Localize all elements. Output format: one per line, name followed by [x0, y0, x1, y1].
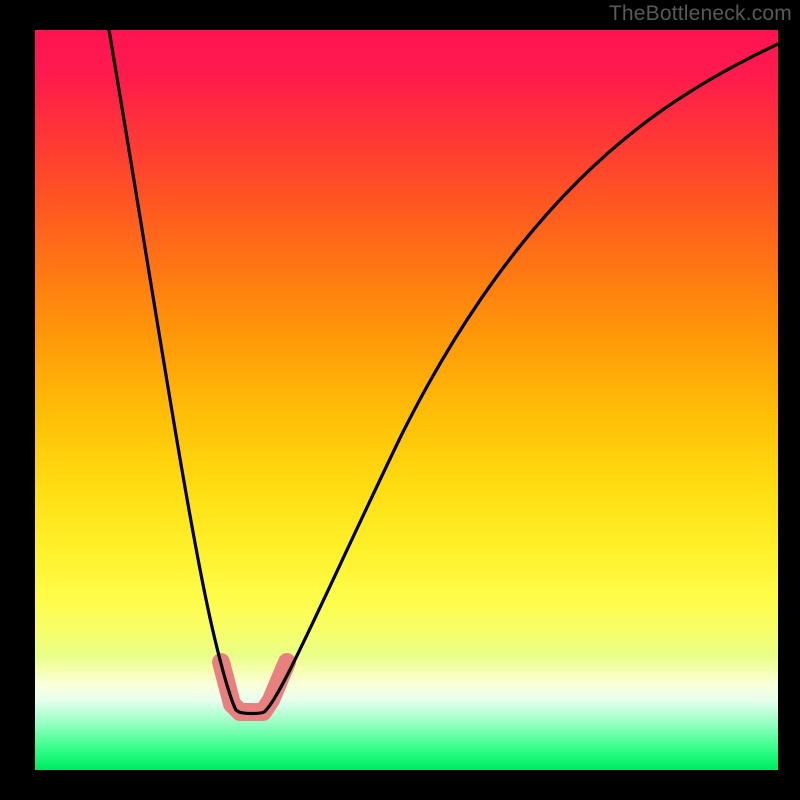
watermark-text: TheBottleneck.com — [609, 2, 792, 26]
curve-overlay — [35, 30, 778, 770]
chart-plot-area — [35, 30, 778, 770]
bottleneck-curve — [109, 30, 778, 714]
bottleneck-highlight-arc — [221, 662, 287, 712]
